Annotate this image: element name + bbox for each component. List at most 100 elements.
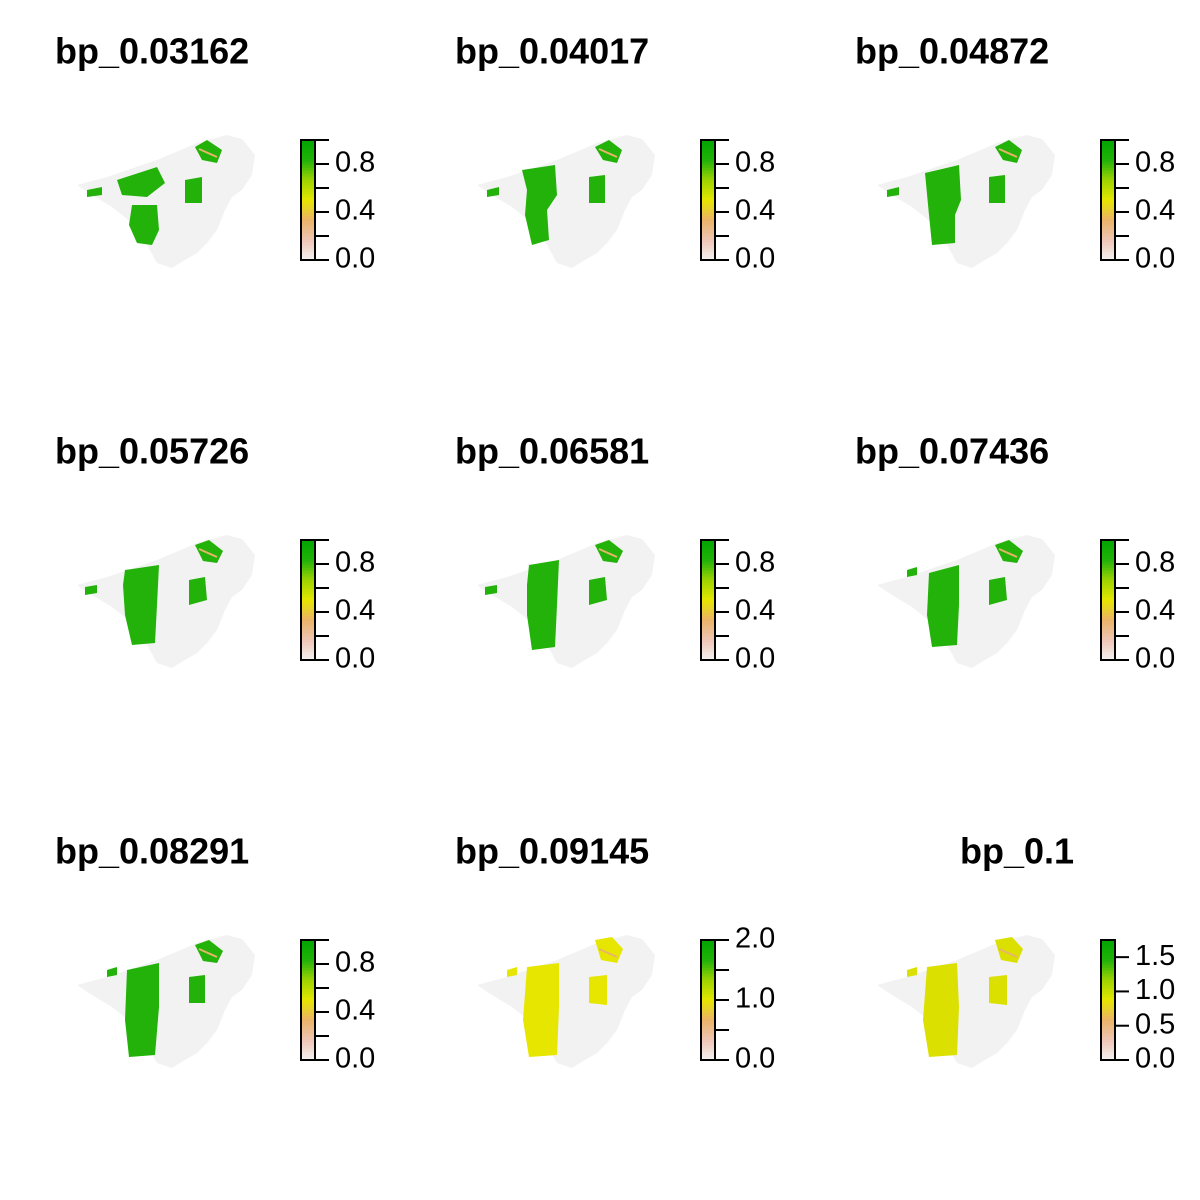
legend-colorbar: 0.0 0.4 0.8 xyxy=(700,139,775,275)
legend-color-step xyxy=(701,949,715,953)
legend-tick-label: 0.0 xyxy=(335,643,375,675)
legend-color-step xyxy=(1101,230,1115,234)
legend-color-step xyxy=(301,1048,315,1052)
legend-color-step xyxy=(701,146,715,150)
legend-color-step xyxy=(1101,967,1115,971)
legend-frame xyxy=(300,139,316,261)
legend-color-step xyxy=(301,955,315,959)
legend-color-step xyxy=(301,582,315,586)
legend-color-step xyxy=(301,1045,315,1049)
legend-color-step xyxy=(1101,1021,1115,1025)
legend-color-step xyxy=(1101,636,1115,640)
legend-color-step xyxy=(701,985,715,989)
legend-color-step xyxy=(1101,540,1115,544)
legend-color-step xyxy=(1101,164,1115,168)
legend-color-step xyxy=(301,615,315,619)
legend-color-step xyxy=(1101,257,1115,261)
legend-color-step xyxy=(701,621,715,625)
raster-patch xyxy=(487,187,499,197)
legend-color-step xyxy=(1101,988,1115,992)
legend-color-step xyxy=(701,645,715,649)
legend-color-step xyxy=(301,657,315,661)
legend-color-step xyxy=(701,588,715,592)
legend-tick-label: 0.0 xyxy=(735,643,775,675)
legend-color-step xyxy=(301,248,315,252)
raster-patch xyxy=(589,577,607,605)
legend-frame xyxy=(300,939,316,1061)
legend-tick-label: 0.4 xyxy=(335,195,375,227)
legend-tick-label: 0.5 xyxy=(1135,1008,1175,1040)
legend-color-step xyxy=(301,230,315,234)
legend-color-step xyxy=(701,952,715,956)
na-region xyxy=(477,135,655,268)
legend-tick-label: 0.8 xyxy=(735,547,775,579)
legend-color-step xyxy=(701,549,715,553)
legend-color-step xyxy=(301,609,315,613)
legend-color-step xyxy=(1101,630,1115,634)
legend-tick-label: 0.4 xyxy=(335,595,375,627)
legend-color-step xyxy=(1101,949,1115,953)
legend-color-step xyxy=(701,946,715,950)
legend-colorbar: 0.0 1.0 2.0 xyxy=(700,923,775,1075)
legend-color-step xyxy=(301,200,315,204)
legend-color-step xyxy=(301,618,315,622)
legend-color-step xyxy=(301,633,315,637)
legend-color-step xyxy=(301,594,315,598)
legend-color-step xyxy=(301,1051,315,1055)
legend-color-step xyxy=(301,591,315,595)
legend-color-step xyxy=(1101,146,1115,150)
legend-color-step xyxy=(701,194,715,198)
legend-color-step xyxy=(701,257,715,261)
raster-map xyxy=(477,135,655,268)
raster-patch xyxy=(989,577,1007,605)
legend-tick-label: 1.0 xyxy=(735,983,775,1015)
legend-color-step xyxy=(1101,1042,1115,1046)
raster-patch xyxy=(87,187,102,197)
legend-color-step xyxy=(1101,1018,1115,1022)
legend-color-step xyxy=(1101,1054,1115,1058)
legend-color-step xyxy=(301,167,315,171)
raster-patch-edge xyxy=(198,548,218,558)
legend-color-step xyxy=(1101,185,1115,189)
legend-color-step xyxy=(1101,251,1115,255)
raster-panel: bp_0.09145 0.0 1.0 2.0 xyxy=(455,831,775,1075)
legend-color-step xyxy=(701,606,715,610)
legend-color-step xyxy=(1101,236,1115,240)
legend-color-step xyxy=(1101,212,1115,216)
raster-patch xyxy=(523,963,559,1057)
raster-patch xyxy=(589,175,605,203)
legend-color-step xyxy=(701,642,715,646)
legend-color-step xyxy=(701,579,715,583)
legend-color-step xyxy=(701,615,715,619)
raster-panel: bp_0.04872 0.0 0.4 0.8 xyxy=(855,31,1175,275)
legend-color-step xyxy=(301,149,315,153)
legend-color-step xyxy=(301,215,315,219)
legend-color-step xyxy=(1101,152,1115,156)
legend-color-step xyxy=(301,1006,315,1010)
raster-patch xyxy=(189,975,205,1003)
legend-color-step xyxy=(1101,239,1115,243)
legend-color-step xyxy=(701,236,715,240)
raster-patch xyxy=(189,577,207,605)
legend-color-step xyxy=(701,152,715,156)
legend-color-step xyxy=(701,200,715,204)
legend-color-step xyxy=(701,639,715,643)
legend-color-step xyxy=(1101,964,1115,968)
legend-color-step xyxy=(1101,245,1115,249)
legend-color-step xyxy=(301,176,315,180)
legend-color-step xyxy=(301,182,315,186)
legend-colorbar: 0.0 0.4 0.8 xyxy=(300,939,375,1075)
legend-color-step xyxy=(701,988,715,992)
legend-color-step xyxy=(301,143,315,147)
legend-tick-label: 1.0 xyxy=(1135,974,1175,1006)
legend-tick-label: 0.0 xyxy=(735,1043,775,1075)
legend-color-step xyxy=(1101,1051,1115,1055)
legend-color-step xyxy=(1101,549,1115,553)
legend-color-step xyxy=(1101,1009,1115,1013)
legend-color-step xyxy=(701,1051,715,1055)
legend-color-step xyxy=(301,1036,315,1040)
legend-color-step xyxy=(1101,1039,1115,1043)
na-region xyxy=(477,535,655,668)
legend-color-step xyxy=(701,167,715,171)
